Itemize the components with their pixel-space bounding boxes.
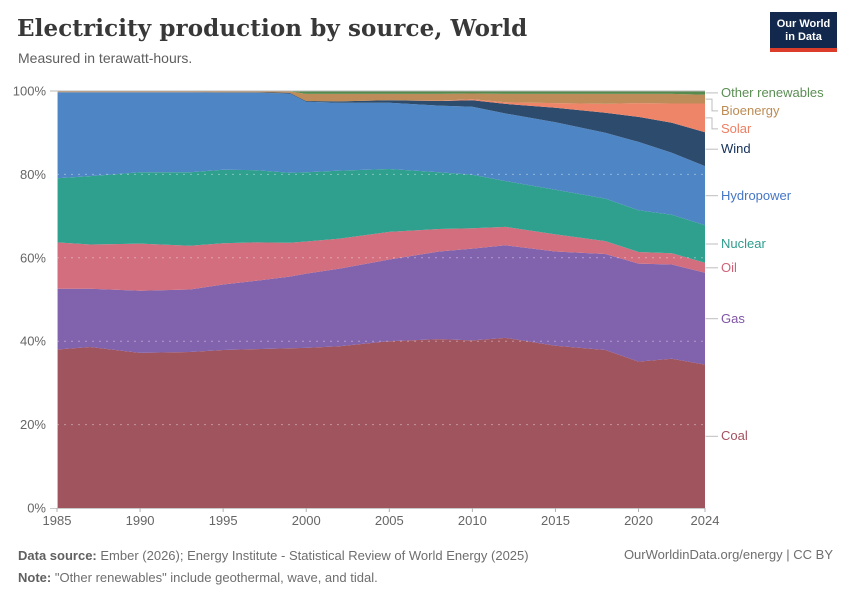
data-source-label: Data source:: [18, 548, 97, 563]
area-nuclear[interactable]: [57, 169, 705, 263]
x-tick-label-2020: 2020: [624, 513, 653, 528]
data-source-text: Ember (2026); Energy Institute - Statist…: [100, 548, 529, 563]
x-tick-label-2015: 2015: [541, 513, 570, 528]
y-tick-label-20: 20%: [20, 417, 46, 432]
chart-subtitle: Measured in terawatt-hours.: [18, 50, 193, 66]
note-text: "Other renewables" include geothermal, w…: [54, 570, 378, 585]
x-tick-label-2000: 2000: [292, 513, 321, 528]
x-tick-label-1990: 1990: [126, 513, 155, 528]
legend-item-nuclear[interactable]: Nuclear: [721, 236, 766, 252]
legend-item-gas[interactable]: Gas: [721, 310, 745, 326]
area-hydropower[interactable]: [57, 92, 705, 226]
note-line: Note: "Other renewables" include geother…: [18, 567, 529, 589]
footer-left: Data source: Ember (2026); Energy Instit…: [18, 545, 529, 589]
legend-item-bioenergy[interactable]: Bioenergy: [721, 102, 780, 118]
owid-logo-line2: in Data: [785, 31, 822, 43]
area-coal[interactable]: [57, 337, 705, 508]
x-tick-label-2010: 2010: [458, 513, 487, 528]
owid-logo-line1: Our World: [776, 18, 831, 30]
data-source-line: Data source: Ember (2026); Energy Instit…: [18, 545, 529, 567]
area-bioenergy[interactable]: [57, 91, 705, 104]
chart-title: Electricity production by source, World: [17, 15, 528, 42]
x-tick-label-2024: 2024: [691, 513, 720, 528]
owid-url-link[interactable]: OurWorldinData.org/energy | CC BY: [623, 547, 833, 562]
stacked-area-chart: 0% 20% 40% 60% 80% 100% 1985 1990 1995 2000 2005 20…: [13, 84, 720, 529]
y-tick-label-80: 80%: [20, 167, 46, 182]
legend-item-other-renewables[interactable]: Other renewables: [721, 84, 824, 100]
legend-connector-solar: [705, 117, 718, 130]
area-other-renewables[interactable]: [57, 91, 705, 95]
legend-item-coal[interactable]: Coal: [721, 428, 748, 444]
legend-item-wind[interactable]: Wind: [721, 141, 751, 157]
y-tick-label-100: 100%: [13, 84, 47, 99]
area-wind[interactable]: [57, 92, 705, 167]
y-tick-label-0: 0%: [27, 501, 46, 516]
x-tick-label-1985: 1985: [43, 513, 72, 528]
x-tick-label-2005: 2005: [375, 513, 404, 528]
legend-item-hydropower[interactable]: Hydropower: [721, 187, 792, 203]
area-gas[interactable]: [57, 245, 705, 365]
legend-connector-bioenergy: [705, 98, 718, 112]
y-tick-label-40: 40%: [20, 334, 46, 349]
legend-item-solar[interactable]: Solar: [721, 120, 752, 136]
note-label: Note:: [18, 570, 52, 585]
x-tick-label-1995: 1995: [209, 513, 238, 528]
legend-item-oil[interactable]: Oil: [721, 259, 737, 275]
y-tick-label-60: 60%: [20, 250, 46, 265]
owid-logo[interactable]: Our World in Data: [770, 12, 837, 52]
area-oil[interactable]: [57, 226, 705, 291]
